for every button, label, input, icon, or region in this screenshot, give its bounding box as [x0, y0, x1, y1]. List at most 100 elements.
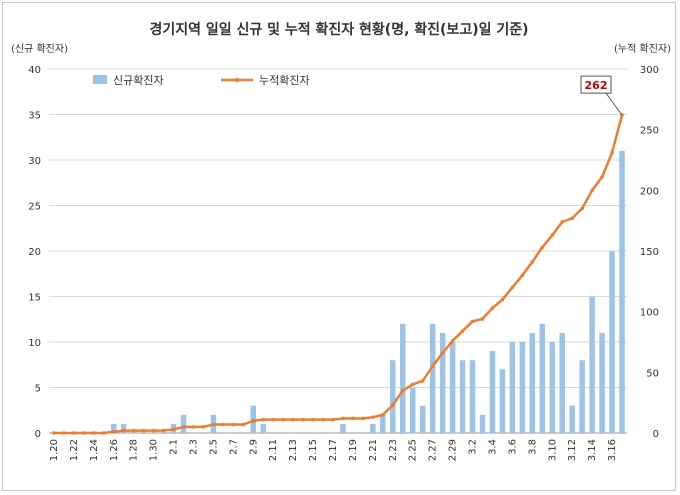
bar-new-cases	[579, 360, 585, 433]
annotation-label: 262	[585, 79, 608, 92]
line-point-cumulative	[430, 364, 435, 369]
x-tick-label: 2.15	[308, 439, 319, 461]
line-point-cumulative	[480, 317, 485, 321]
x-tick-label: 2.7	[228, 439, 239, 455]
y-right-tick-label: 50	[646, 368, 659, 379]
bar-new-cases	[459, 360, 466, 433]
bar-series-new-cases	[111, 150, 625, 433]
line-point-cumulative	[341, 416, 345, 421]
line-point-cumulative	[52, 431, 56, 435]
y-left-tick-label: 40	[28, 65, 41, 76]
line-point-cumulative	[131, 428, 136, 433]
x-tick-label: 2.3	[189, 439, 200, 455]
bar-new-cases	[489, 351, 496, 433]
line-point-cumulative	[82, 431, 86, 435]
line-point-cumulative	[241, 422, 246, 427]
bar-new-cases	[609, 251, 615, 433]
x-tick-label: 2.17	[328, 439, 339, 461]
y-right-tick-label: 200	[640, 186, 659, 197]
chart-frame: 경기지역 일일 신규 및 누적 확진자 현황(명, 확진(보고)일 기준) (신…	[2, 2, 676, 491]
bar-new-cases	[479, 414, 486, 433]
line-point-cumulative	[590, 188, 594, 193]
line-point-cumulative	[450, 338, 455, 343]
line-point-cumulative	[470, 319, 475, 324]
y-right-tick-label: 250	[640, 126, 659, 137]
y-left-tick-label: 0	[35, 429, 41, 440]
y-right-ticks: 0 50 100 150 200 250 300	[640, 65, 659, 440]
bar-new-cases	[549, 342, 555, 433]
bar-new-cases	[439, 332, 446, 433]
x-tick-label: 2.25	[408, 439, 419, 461]
line-point-cumulative	[580, 206, 584, 211]
x-tick-label: 1.22	[69, 439, 80, 461]
line-point-cumulative	[321, 417, 325, 422]
x-tick-label: 3.4	[487, 439, 498, 455]
x-tick-label: 2.29	[448, 439, 459, 461]
line-point-cumulative	[111, 429, 116, 434]
line-point-cumulative	[361, 416, 365, 421]
x-tick-label: 3.2	[468, 439, 479, 455]
y-right-tick-label: 150	[640, 247, 659, 258]
bar-new-cases	[410, 387, 416, 433]
x-tick-label: 2.21	[368, 439, 379, 461]
x-tick-label: 3.10	[547, 439, 558, 461]
annotation-callout: 262	[580, 75, 623, 116]
bar-new-cases	[539, 323, 546, 433]
bar-new-cases	[499, 369, 506, 433]
bar-new-cases	[429, 323, 436, 433]
x-tick-label: 2.23	[388, 439, 399, 461]
x-tick-label: 2.9	[248, 439, 259, 455]
x-tick-label: 3.6	[507, 439, 518, 455]
line-point-cumulative	[400, 388, 405, 393]
line-point-cumulative	[331, 417, 335, 422]
line-point-cumulative	[211, 422, 216, 427]
line-point-cumulative	[161, 428, 166, 433]
line-point-cumulative	[490, 306, 495, 310]
line-point-cumulative	[62, 431, 66, 435]
bar-new-cases	[569, 405, 575, 433]
bar-new-cases	[260, 423, 266, 433]
line-point-cumulative	[92, 431, 96, 435]
chart-title: 경기지역 일일 신규 및 누적 확진자 현황(명, 확진(보고)일 기준)	[149, 21, 528, 38]
line-point-cumulative	[420, 379, 425, 383]
line-point-cumulative	[530, 260, 535, 264]
bar-new-cases	[390, 360, 396, 433]
line-point-cumulative	[510, 285, 515, 290]
y-left-tick-label: 35	[28, 111, 41, 122]
line-point-cumulative	[261, 417, 266, 422]
line-point-cumulative	[520, 273, 525, 278]
bar-new-cases	[449, 342, 456, 433]
bar-new-cases	[340, 423, 346, 433]
line-point-cumulative	[191, 425, 196, 429]
x-tick-label: 2.1	[169, 439, 180, 455]
line-point-cumulative	[440, 351, 445, 355]
y-right-tick-label: 300	[640, 65, 659, 76]
y-right-tick-label: 0	[653, 429, 659, 440]
x-tick-labels: 1.20 1.22 1.24 1.26 1.28 1.30 2.1 2.3 2.5 2.7 2.9 2…	[49, 439, 618, 461]
line-cumulative	[53, 114, 624, 435]
line-point-cumulative	[371, 415, 375, 420]
y-right-tick-label: 100	[640, 308, 659, 319]
x-tick-label: 2.27	[428, 439, 439, 461]
annotation-leader-line	[605, 92, 623, 116]
legend-bar-label: 신규확진자	[113, 74, 164, 87]
bar-new-cases	[469, 360, 476, 433]
line-point-cumulative	[600, 175, 604, 179]
line-point-cumulative	[181, 425, 186, 429]
bar-new-cases	[370, 423, 376, 433]
bar-new-cases	[519, 342, 526, 433]
y-left-tick-label: 25	[28, 202, 41, 213]
line-point-cumulative	[171, 427, 176, 432]
bar-new-cases	[111, 423, 117, 433]
bar-new-cases	[400, 323, 406, 433]
y-left-tick-label: 20	[28, 247, 41, 258]
line-point-cumulative	[301, 417, 305, 422]
line-point-cumulative	[391, 403, 395, 407]
line-point-cumulative	[500, 297, 505, 302]
line-point-cumulative	[151, 428, 156, 433]
line-point-cumulative	[550, 233, 555, 238]
bar-new-cases	[599, 332, 605, 433]
line-point-cumulative	[560, 220, 565, 224]
line-point-cumulative	[201, 425, 206, 429]
line-point-cumulative	[141, 428, 146, 433]
